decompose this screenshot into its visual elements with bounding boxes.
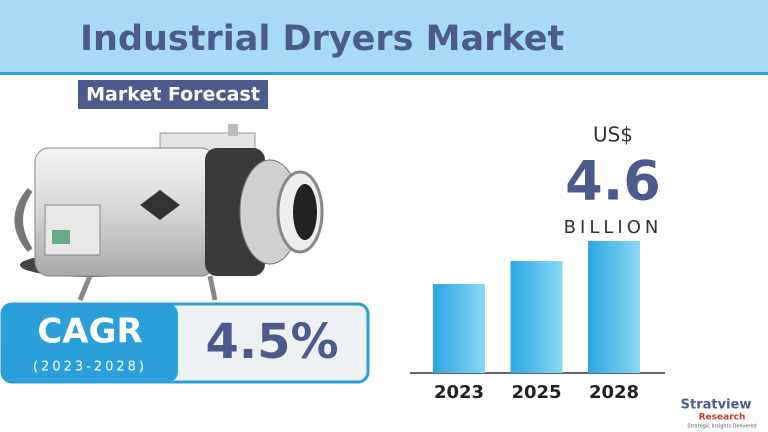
subtitle-tab xyxy=(78,80,268,109)
cagr-label: CAGR xyxy=(37,312,142,352)
dryer-illustration xyxy=(14,124,324,301)
title-band xyxy=(0,0,768,72)
brand-sub: Research xyxy=(699,413,746,423)
cagr-value: 4.5% xyxy=(205,314,338,370)
subtitle: Market Forecast xyxy=(86,84,260,106)
headline-prefix: US$ xyxy=(593,123,633,147)
brand-name: Stratview xyxy=(681,398,752,413)
brand-tagline: Strategic Insights Delivered xyxy=(687,424,756,430)
title-rule xyxy=(0,72,768,75)
cagr-period: (2023-2028) xyxy=(33,360,147,375)
cagr-label-box xyxy=(2,304,178,382)
x-tick-label: 2028 xyxy=(589,382,639,403)
bar xyxy=(433,284,485,373)
x-tick-label: 2025 xyxy=(511,382,561,403)
x-tick-label: 2023 xyxy=(434,382,484,403)
headline-unit: BILLION xyxy=(564,217,663,238)
bar xyxy=(588,241,640,373)
headline-value: 4.6 xyxy=(565,150,661,213)
title: Industrial Dryers Market xyxy=(80,19,564,59)
bar xyxy=(510,261,563,373)
